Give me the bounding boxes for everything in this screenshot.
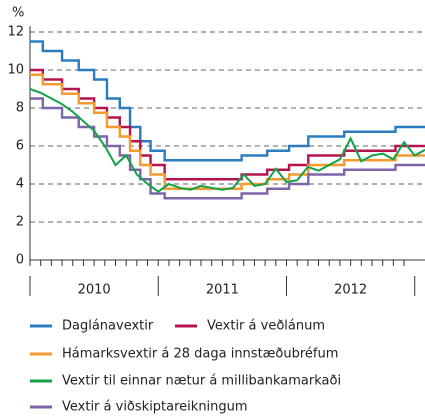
y-tick-label: 8 xyxy=(16,101,24,116)
series-line xyxy=(30,73,425,190)
y-tick-label: 6 xyxy=(16,139,24,154)
y-tick-label: 0 xyxy=(16,253,24,268)
legend-label: Vextir á viðskiptareikningum xyxy=(62,400,248,415)
series-line xyxy=(30,97,425,200)
legend-label: Daglánavextir xyxy=(62,319,154,334)
legend-label: Vextir til einnar nætur á millibankamark… xyxy=(62,374,341,389)
y-tick-label: 4 xyxy=(16,177,24,192)
x-tick-label: 2012 xyxy=(334,283,367,298)
series-line xyxy=(29,88,425,193)
y-tick-label: 2 xyxy=(16,215,24,230)
x-tick-label: 2011 xyxy=(206,283,239,298)
y-axis-label: % xyxy=(12,6,24,21)
series-line xyxy=(30,40,425,162)
y-tick-label: 12 xyxy=(7,25,24,40)
y-tick-label: 10 xyxy=(7,63,24,78)
x-tick-label: 2010 xyxy=(78,283,111,298)
legend-label: Hámarksvextir á 28 daga innstæðubréfum xyxy=(62,347,338,362)
series-line xyxy=(30,68,425,181)
legend-label: Vextir á veðlánum xyxy=(207,319,325,334)
